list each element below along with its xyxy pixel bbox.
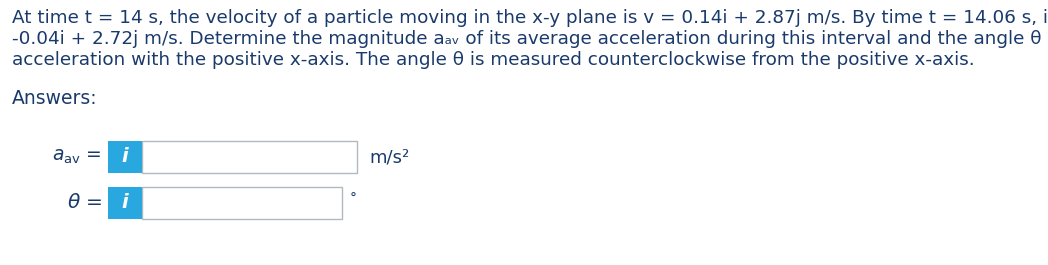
Text: Answers:: Answers: bbox=[12, 89, 97, 108]
Text: acceleration with the positive x-axis. The angle θ is measured counterclockwise : acceleration with the positive x-axis. T… bbox=[12, 51, 975, 69]
FancyBboxPatch shape bbox=[108, 187, 141, 219]
Text: i: i bbox=[122, 193, 128, 213]
Text: i: i bbox=[122, 148, 128, 166]
Text: °: ° bbox=[350, 192, 357, 206]
FancyBboxPatch shape bbox=[141, 187, 342, 219]
Text: At time t = 14 s, the velocity of a particle moving in the x-y plane is v = 0.14: At time t = 14 s, the velocity of a part… bbox=[12, 9, 1048, 27]
Text: m/s²: m/s² bbox=[369, 148, 410, 166]
Text: $a_\mathrm{av}$ =: $a_\mathrm{av}$ = bbox=[52, 148, 102, 166]
Text: -0.04i + 2.72j m/s. Determine the magnitude aₐᵥ of its average acceleration duri: -0.04i + 2.72j m/s. Determine the magnit… bbox=[12, 30, 1048, 48]
FancyBboxPatch shape bbox=[108, 141, 141, 173]
FancyBboxPatch shape bbox=[141, 141, 357, 173]
Text: $\theta$ =: $\theta$ = bbox=[66, 193, 102, 213]
